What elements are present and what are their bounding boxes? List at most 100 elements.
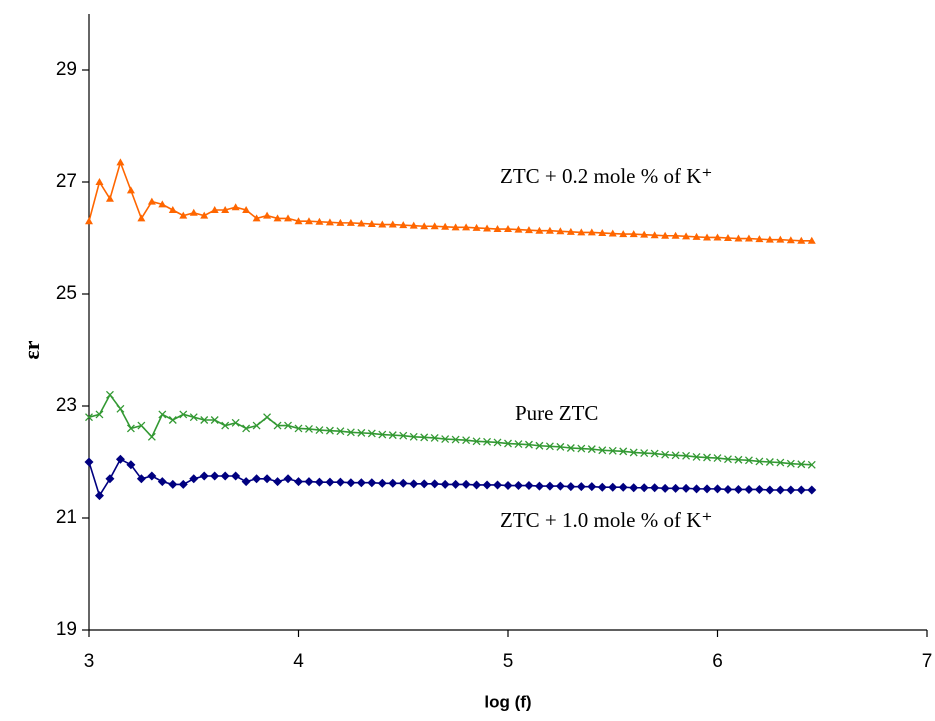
marker [284, 421, 292, 430]
marker [325, 426, 334, 435]
marker [524, 481, 534, 491]
marker [744, 484, 754, 494]
marker [703, 233, 712, 241]
marker [105, 194, 114, 202]
marker [703, 453, 711, 462]
marker [660, 483, 670, 493]
marker [576, 482, 586, 492]
series-line [88, 458, 812, 498]
marker [545, 442, 554, 451]
marker [430, 433, 439, 442]
marker [179, 410, 188, 419]
marker [514, 440, 523, 449]
marker [755, 457, 764, 466]
marker [619, 447, 628, 456]
marker [430, 479, 440, 489]
marker [493, 225, 502, 233]
marker [734, 455, 743, 464]
marker [524, 226, 533, 234]
marker [608, 482, 618, 492]
marker [210, 206, 219, 213]
marker [95, 410, 104, 419]
marker [263, 413, 272, 422]
marker [242, 206, 251, 213]
marker [503, 481, 513, 491]
marker [178, 479, 188, 489]
marker [273, 421, 282, 430]
x-tick-label: 5 [503, 651, 514, 672]
marker [388, 220, 397, 228]
marker [399, 221, 408, 229]
marker [115, 454, 125, 464]
marker [671, 483, 681, 493]
marker [199, 471, 209, 481]
marker [650, 483, 660, 493]
x-tick-label: 4 [293, 651, 304, 672]
series [84, 454, 817, 501]
marker [126, 460, 136, 470]
marker [587, 445, 596, 454]
marker [566, 444, 575, 452]
marker [147, 432, 156, 441]
marker [409, 432, 418, 441]
marker [325, 477, 335, 487]
marker [724, 455, 732, 464]
marker [472, 480, 482, 490]
marker [189, 208, 198, 216]
marker [535, 441, 544, 450]
marker [179, 211, 188, 219]
marker [807, 460, 816, 469]
marker [200, 211, 209, 219]
marker [598, 446, 607, 455]
marker [587, 482, 597, 492]
marker [252, 421, 261, 430]
marker [294, 424, 303, 433]
marker [587, 228, 596, 236]
marker [315, 426, 324, 435]
x-axis-title: log (f) [484, 692, 531, 711]
series-label: ZTC + 1.0 mole % of K⁺ [500, 508, 712, 532]
x-tick-label: 7 [922, 651, 933, 672]
marker [84, 457, 94, 467]
marker [283, 474, 293, 484]
marker [692, 232, 701, 240]
marker [514, 225, 523, 233]
marker [252, 474, 262, 484]
marker [534, 481, 544, 491]
marker [430, 222, 439, 230]
marker [504, 225, 512, 233]
marker [451, 435, 460, 444]
marker [137, 214, 146, 222]
marker [744, 456, 753, 465]
marker [241, 477, 251, 487]
marker [629, 483, 639, 493]
marker [482, 480, 492, 490]
marker [221, 421, 230, 430]
marker [692, 484, 702, 494]
marker [409, 221, 418, 229]
marker [346, 218, 355, 226]
marker [200, 416, 209, 424]
marker [765, 485, 775, 495]
marker [336, 218, 345, 226]
marker [157, 477, 167, 487]
marker [744, 234, 753, 242]
marker [796, 485, 806, 495]
marker [335, 477, 345, 487]
marker [377, 478, 387, 488]
y-tick-label: 23 [56, 395, 77, 416]
marker [367, 478, 377, 488]
marker [671, 451, 680, 460]
marker [314, 477, 324, 487]
marker [409, 479, 419, 489]
marker [524, 440, 533, 449]
y-tick-label: 27 [56, 171, 77, 192]
marker [325, 218, 334, 226]
marker [95, 178, 104, 185]
marker [158, 200, 167, 208]
marker [399, 431, 408, 440]
marker [682, 232, 691, 240]
marker [94, 491, 104, 501]
series-label: Pure ZTC [515, 401, 598, 425]
marker [220, 471, 230, 481]
